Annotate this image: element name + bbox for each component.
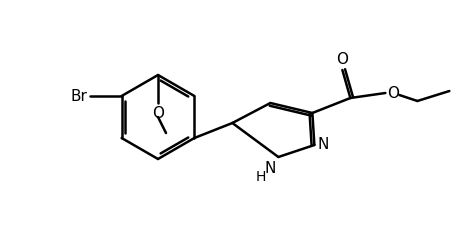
Text: H: H [256,169,266,183]
Text: N: N [317,137,328,152]
Text: O: O [336,52,348,67]
Text: O: O [152,106,163,120]
Text: O: O [387,86,399,101]
Text: Br: Br [70,89,88,104]
Text: N: N [264,160,276,175]
